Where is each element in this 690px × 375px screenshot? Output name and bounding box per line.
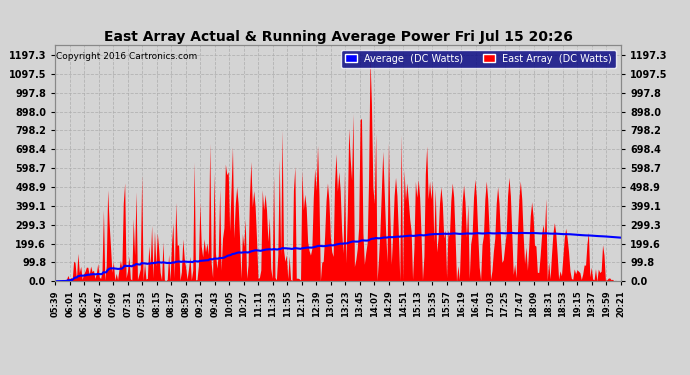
Legend: Average  (DC Watts), East Array  (DC Watts): Average (DC Watts), East Array (DC Watts… [341, 50, 616, 68]
Text: Copyright 2016 Cartronics.com: Copyright 2016 Cartronics.com [56, 52, 197, 61]
Title: East Array Actual & Running Average Power Fri Jul 15 20:26: East Array Actual & Running Average Powe… [104, 30, 573, 44]
